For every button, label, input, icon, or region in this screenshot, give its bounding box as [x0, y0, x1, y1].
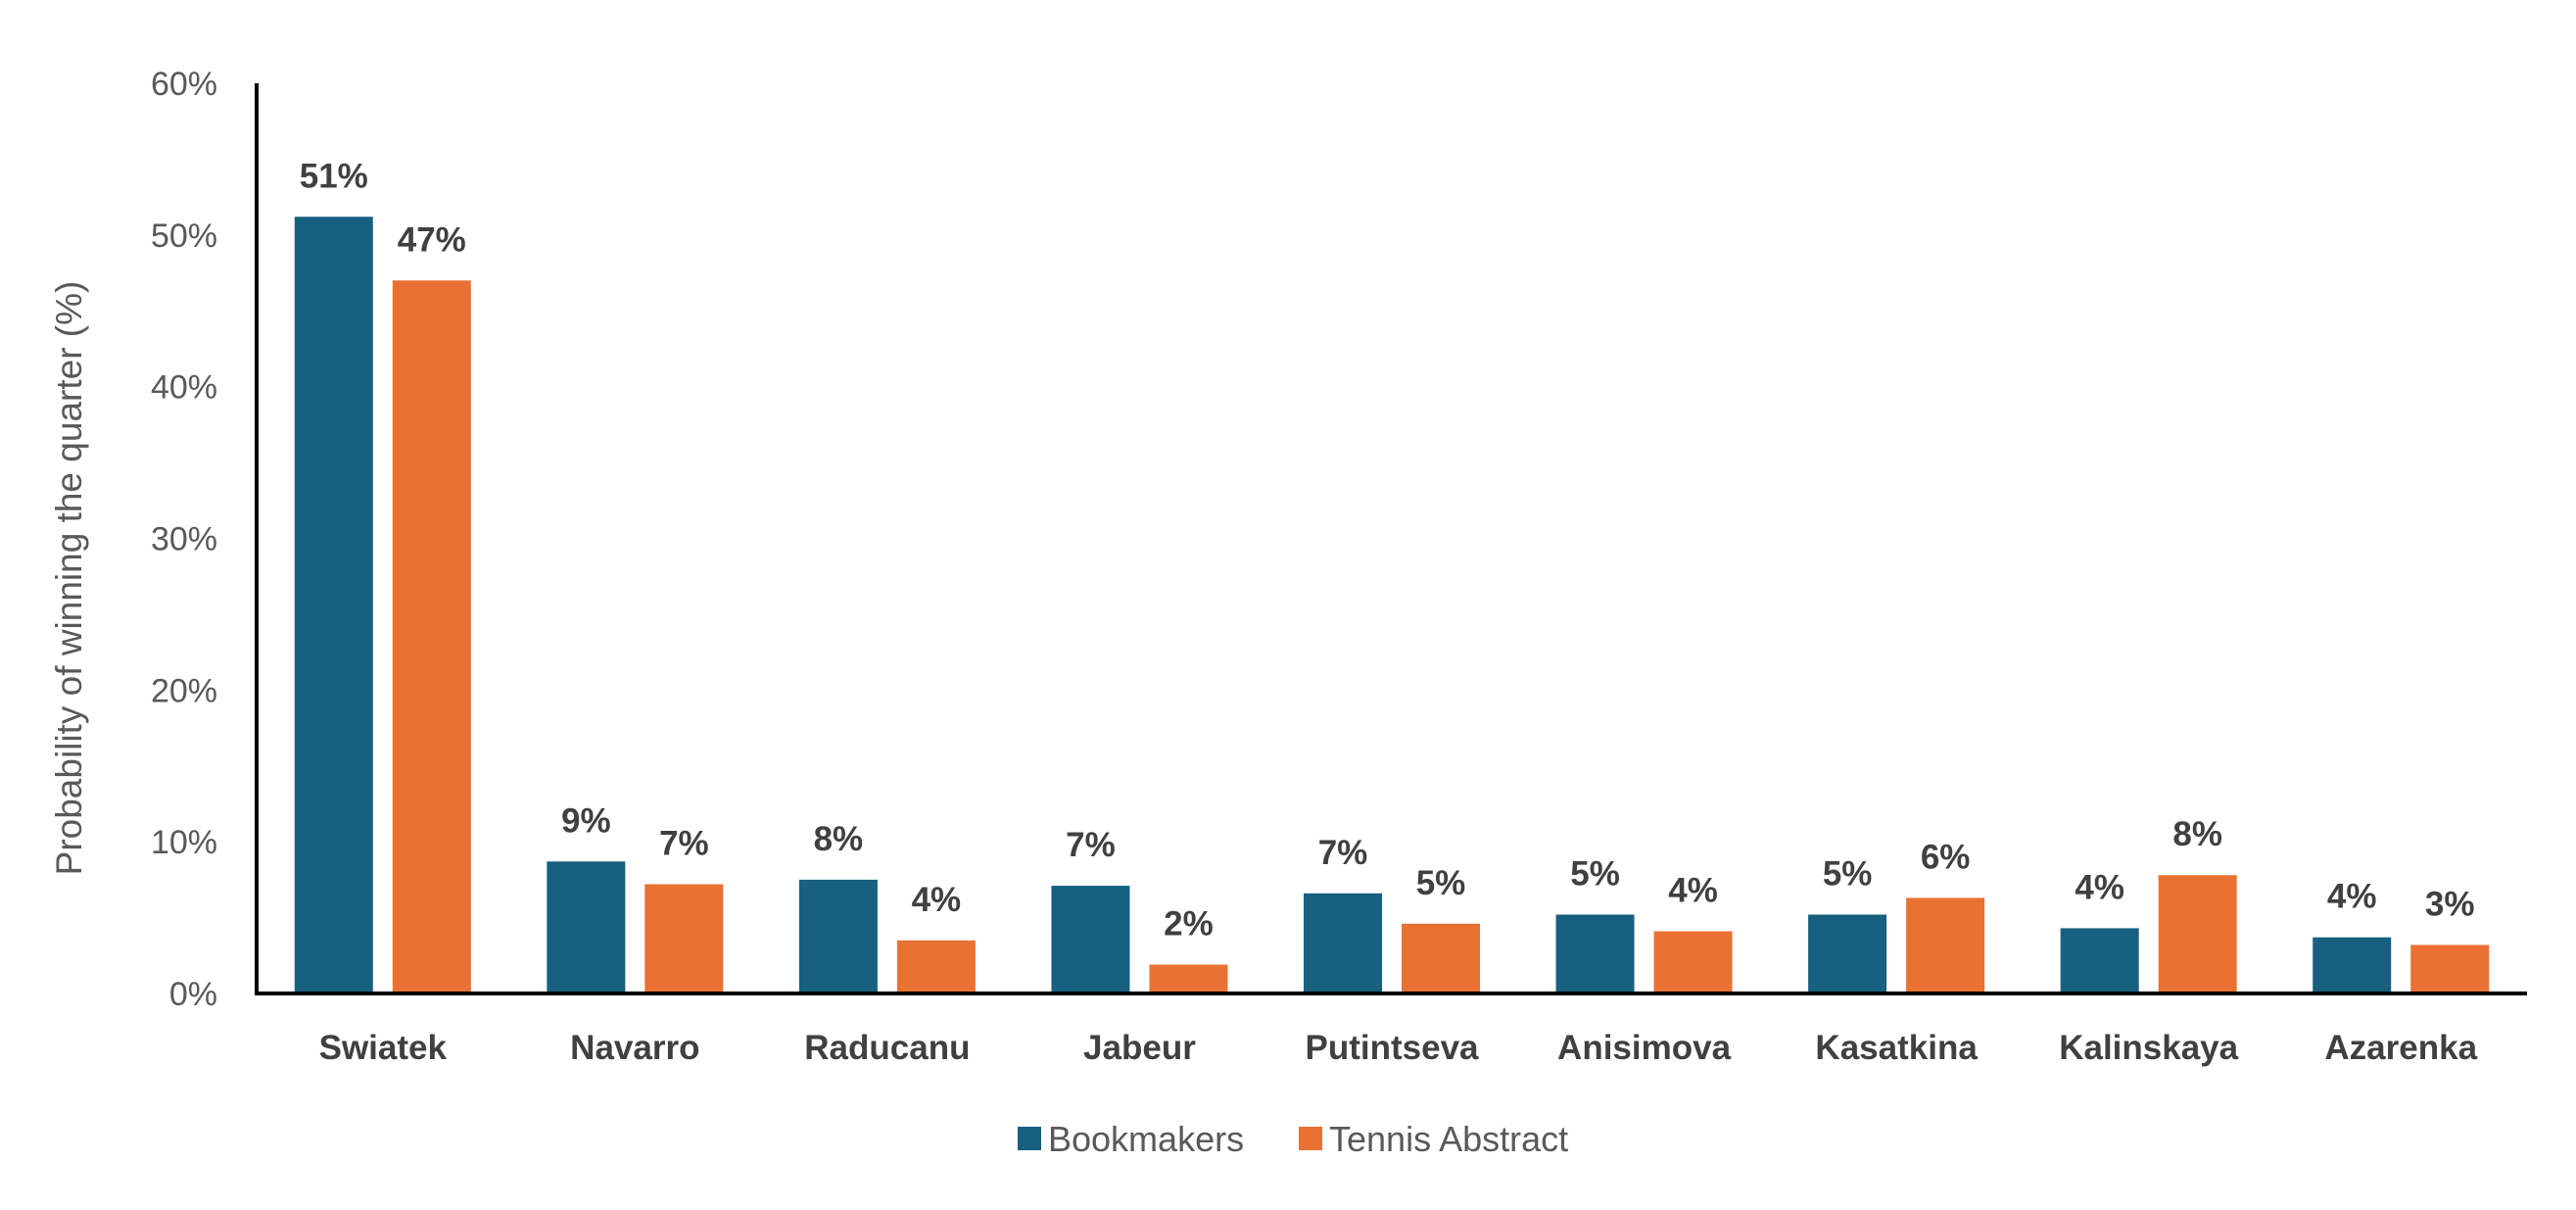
legend-label: Tennis Abstract	[1329, 1119, 1568, 1159]
bar-raducanu-bookmakers	[798, 879, 878, 993]
bar-kalinskaya-tennis-abstract	[2158, 875, 2237, 993]
bar-jabeur-bookmakers	[1051, 886, 1130, 993]
data-label: 5%	[1416, 864, 1466, 902]
x-tick-label: Swiatek	[319, 1029, 448, 1067]
bar-swiatek-bookmakers	[294, 217, 373, 994]
bar-jabeur-tennis-abstract	[1149, 964, 1228, 993]
y-axis-label-group: Probability of winning the quarter (%)	[49, 281, 89, 876]
data-label: 4%	[1668, 872, 1718, 910]
data-label: 8%	[2172, 815, 2222, 853]
data-label: 4%	[2327, 878, 2377, 916]
x-tick-label: Azarenka	[2324, 1029, 2477, 1067]
data-label: 2%	[1164, 905, 1214, 944]
bar-swiatek-tennis-abstract	[392, 280, 471, 993]
y-tick-label: 50%	[151, 218, 217, 255]
bar-kalinskaya-bookmakers	[2060, 928, 2139, 993]
y-axis-label: Probability of winning the quarter (%)	[49, 281, 89, 876]
legend-swatch-tennis-abstract	[1299, 1127, 1322, 1150]
data-label: 7%	[1318, 834, 1368, 872]
x-tick-label: Navarro	[570, 1029, 699, 1067]
bar-navarro-bookmakers	[547, 861, 626, 993]
bar-putintseva-tennis-abstract	[1402, 923, 1480, 993]
data-label: 5%	[1570, 854, 1620, 893]
y-tick-label: 40%	[151, 369, 217, 407]
legend-label: Bookmakers	[1048, 1119, 1244, 1159]
y-tick-label: 10%	[151, 824, 217, 861]
data-label: 47%	[398, 220, 466, 259]
y-tick-label: 60%	[151, 66, 217, 103]
data-label: 3%	[2425, 885, 2475, 923]
bar-anisimova-tennis-abstract	[1653, 931, 1733, 993]
bar-anisimova-bookmakers	[1555, 914, 1635, 993]
bar-azarenka-bookmakers	[2313, 937, 2392, 993]
data-label: 7%	[659, 825, 709, 863]
x-tick-label: Putintseva	[1306, 1029, 1480, 1067]
bars	[294, 217, 2490, 994]
legend-swatch-bookmakers	[1018, 1127, 1041, 1150]
bar-kasatkina-tennis-abstract	[1906, 897, 1985, 993]
bar-azarenka-tennis-abstract	[2410, 944, 2490, 993]
data-label: 6%	[1921, 838, 1971, 876]
y-tick-label: 0%	[169, 976, 217, 1013]
x-tick-label: Jabeur	[1083, 1029, 1196, 1067]
bar-putintseva-bookmakers	[1304, 893, 1382, 993]
data-label: 4%	[912, 881, 962, 919]
data-label: 51%	[300, 157, 368, 195]
x-tick-label: Anisimova	[1557, 1029, 1732, 1067]
x-ticks: Swiatek Navarro Raducanu Jabeur Putintseva An…	[319, 1029, 2478, 1067]
y-tick-label: 30%	[151, 521, 217, 558]
data-label: 9%	[561, 801, 611, 840]
bar-kasatkina-bookmakers	[1808, 914, 1887, 993]
y-ticks: 0% 10% 20% 30% 40% 50% 60%	[151, 66, 217, 1013]
x-tick-label: Kalinskaya	[2059, 1029, 2238, 1067]
x-tick-label: Raducanu	[804, 1029, 970, 1067]
x-tick-label: Kasatkina	[1815, 1029, 1978, 1067]
bar-navarro-tennis-abstract	[644, 884, 724, 993]
y-tick-label: 20%	[151, 672, 217, 709]
legend: Bookmakers Tennis Abstract	[1018, 1119, 1568, 1159]
data-label: 4%	[2075, 868, 2124, 906]
data-labels: 51% 47% 9% 7% 8% 4% 7% 2% 7% 5% 5% 4% 5% 6% 4% 8% 4% 3%	[300, 157, 2475, 943]
data-label: 5%	[1823, 854, 1873, 893]
data-label: 7%	[1066, 826, 1116, 864]
bar-raducanu-tennis-abstract	[896, 940, 976, 993]
data-label: 8%	[814, 820, 864, 858]
